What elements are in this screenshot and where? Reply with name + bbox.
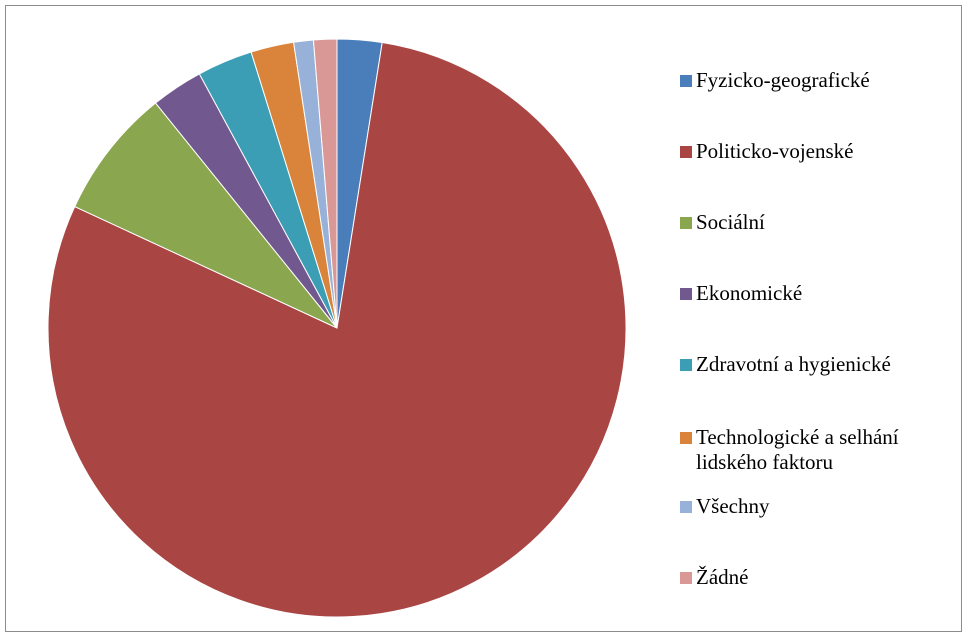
legend-label: Všechny (696, 494, 770, 518)
legend-label: Sociální (696, 210, 765, 234)
legend-swatch (680, 432, 692, 444)
pie-slice-3 (74, 102, 338, 329)
pie-slice-2 (47, 41, 627, 618)
legend-item-technologicke: Technologické a selhání lidského faktoru (680, 425, 960, 475)
legend-label: Žádné (696, 565, 749, 589)
legend-label: Fyzicko-geografické (696, 68, 870, 92)
legend-swatch (680, 572, 692, 584)
chart-area: Fyzicko-geografické Politicko-vojenské S… (5, 5, 962, 632)
legend-item-zdravotni-a-hygienicke: Zdravotní a hygienické (680, 352, 960, 377)
legend-item-ekonomicke: Ekonomické (680, 281, 960, 306)
legend-item-zadne: Žádné (680, 565, 960, 590)
legend-swatch (680, 146, 692, 158)
legend-swatch (680, 217, 692, 229)
legend-label: Zdravotní a hygienické (696, 352, 891, 376)
legend-swatch (680, 75, 692, 87)
pie-slice-8 (312, 38, 338, 329)
legend-item-fyzicko-geograficke: Fyzicko-geografické (680, 68, 960, 93)
legend-item-politicko-vojenske: Politicko-vojenské (680, 139, 960, 164)
legend-swatch (680, 501, 692, 513)
legend-item-socialni: Sociální (680, 210, 960, 235)
legend-item-vsechny: Všechny (680, 494, 960, 519)
legend-swatch (680, 359, 692, 371)
legend-swatch (680, 288, 692, 300)
pie-chart (47, 38, 627, 618)
legend-label: Politicko-vojenské (696, 139, 854, 163)
legend-label: Technologické a selhání lidského faktoru (696, 425, 899, 474)
legend-label: Ekonomické (696, 281, 803, 305)
